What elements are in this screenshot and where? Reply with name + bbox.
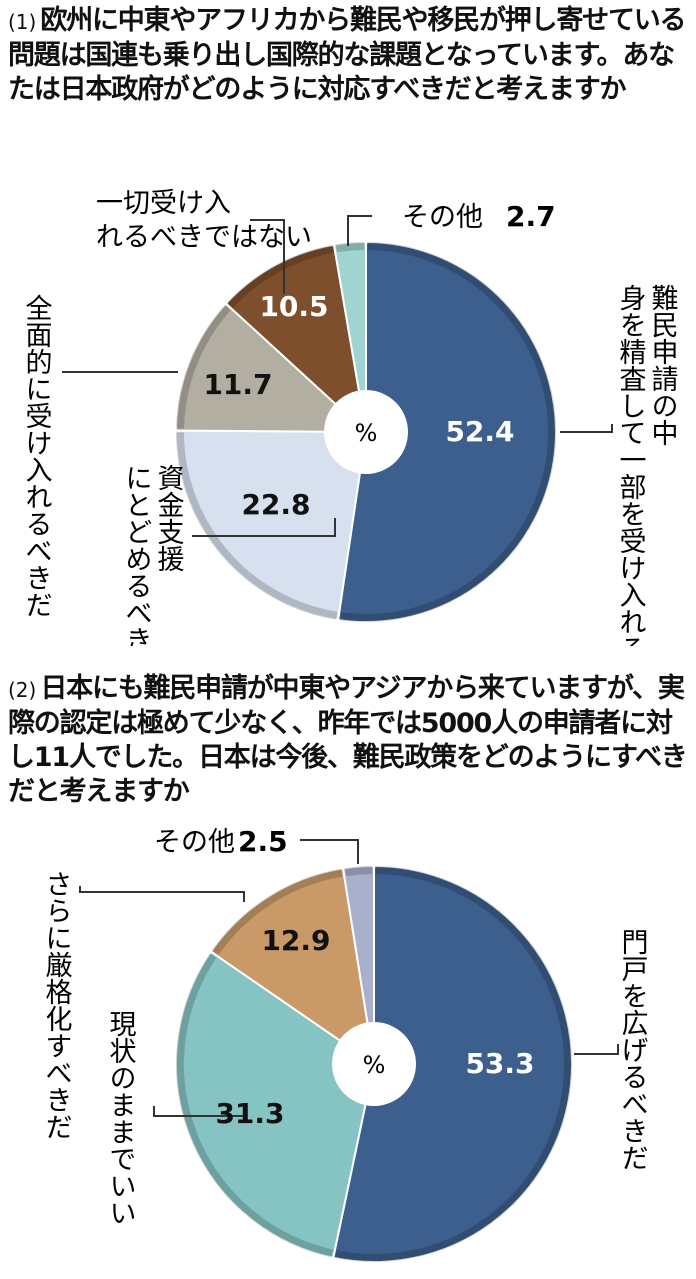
pie-chart-2: % 門戸を広げるべきだ 現状のままでいい さらに厳格化すべきだ その他 2.5 … bbox=[41, 825, 649, 1263]
chart-1-slice-2-rim bbox=[176, 304, 231, 429]
chart-1-slice-0-value: 52.4 bbox=[445, 415, 514, 448]
chart-2-slice-2-label: さらに厳格化すべきだ bbox=[41, 870, 73, 1140]
chart-2-slice-1-value: 31.3 bbox=[215, 1097, 284, 1130]
chart-2-slice-3-rim bbox=[344, 866, 373, 877]
chart-2-unit: % bbox=[363, 1051, 386, 1079]
question-2: (2) 日本にも難民申請が中東やアジアから来ていますが、実際の認定は極めて少なく、… bbox=[8, 672, 692, 809]
chart-1-slice-1 bbox=[175, 429, 368, 622]
chart-2-slice-2-rim bbox=[212, 868, 343, 955]
chart-1-slice-2-label: 全面的に受け入れるべきだ bbox=[21, 294, 53, 618]
chart-2-slice-0-rim bbox=[335, 866, 572, 1262]
chart-2-center-hole bbox=[332, 1022, 416, 1106]
chart-2-slice-3-value: 2.5 bbox=[238, 825, 288, 858]
chart-2-slice-3-label: その他 bbox=[154, 827, 235, 858]
chart-1-slice-3 bbox=[224, 243, 368, 435]
chart-1-slice-4-label: その他 bbox=[402, 202, 483, 233]
chart-1-slice-0-label: 難民申請の中身を精査して一部を受け入れるべきだ bbox=[615, 284, 678, 646]
chart-1-slice-4-rim bbox=[335, 242, 365, 253]
chart-2-slice-1 bbox=[175, 950, 376, 1259]
chart-2-slice-1-rim bbox=[176, 953, 334, 1258]
question-2-text: 日本にも難民申請が中東やアジアから来ていますが、実際の認定は極めて少なく、昨年で… bbox=[8, 673, 688, 807]
chart-2-slice-2 bbox=[209, 867, 376, 1067]
chart-1-slice-2 bbox=[174, 302, 369, 434]
chart-1-slice-3-label: 一切受け入れるべきではない bbox=[96, 188, 312, 253]
chart-1-slice-4 bbox=[332, 240, 367, 433]
chart-1-slice-0-rim bbox=[339, 242, 556, 622]
question-1: (1) 欧州に中東やアフリカから難民や移民が押し寄せている問題は国連も乗り出し国際… bbox=[8, 4, 692, 107]
chart-2-slice-0-label: 門戸を広げるべきだ bbox=[617, 928, 649, 1171]
pie-chart-1: % 難民申請の中身を精査して一部を受け入れるべきだ 資金支援にとどめるべきだ 全… bbox=[21, 188, 678, 646]
chart-2-slice-0 bbox=[332, 864, 573, 1263]
chart-1-center-hole bbox=[324, 390, 408, 474]
chart-1-slice-3-rim bbox=[227, 245, 334, 308]
chart-1-slice-0 bbox=[336, 240, 557, 623]
question-2-number: (2) bbox=[8, 678, 37, 702]
chart-1-slice-1-rim bbox=[176, 432, 338, 620]
chart-1-slice-4-value: 2.7 bbox=[506, 200, 556, 233]
chart-2-slice-2-value: 12.9 bbox=[261, 924, 330, 957]
chart-1-slice-1-label: 資金支援にとどめるべきだ bbox=[121, 464, 185, 646]
chart-1-slice-2-value: 11.7 bbox=[203, 368, 272, 401]
chart-2-slice-3 bbox=[341, 864, 375, 1065]
question-1-number: (1) bbox=[8, 10, 37, 34]
chart-2-slice-1-label: 現状のままでいい bbox=[105, 1010, 137, 1226]
chart-2-slice-0-value: 53.3 bbox=[465, 1047, 534, 1080]
chart-1-slice-1-value: 22.8 bbox=[241, 488, 310, 521]
chart-1-unit: % bbox=[355, 419, 378, 447]
chart-1-slice-3-value: 10.5 bbox=[259, 290, 328, 323]
question-1-text: 欧州に中東やアフリカから難民や移民が押し寄せている問題は国連も乗り出し国際的な課… bbox=[8, 5, 687, 105]
